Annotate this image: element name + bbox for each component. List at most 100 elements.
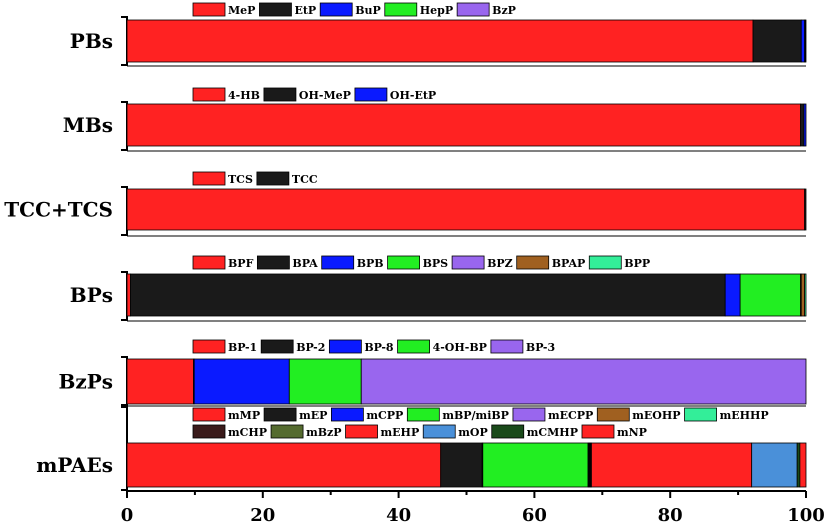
legend-label: BPAP xyxy=(552,257,586,270)
group-label: BPs xyxy=(70,283,113,307)
legend-label: mBzP xyxy=(306,426,341,439)
legend-label: 4-OH-BP xyxy=(433,341,487,354)
legend-label: BP-2 xyxy=(296,341,325,354)
legend-swatch xyxy=(490,339,524,354)
legend: TCS TCC xyxy=(192,171,318,186)
legend-swatch xyxy=(422,424,456,439)
legend-label: mCHP xyxy=(228,426,267,439)
panel-pbs: PBs MeP EtP BuP HepP BzP xyxy=(70,2,807,67)
legend-swatch xyxy=(321,255,355,270)
x-tick-label: 60 xyxy=(522,505,547,526)
bar-segment-mcmhp xyxy=(796,442,801,488)
bar-segment-bpb xyxy=(724,273,741,317)
bar-segment-oh-mep xyxy=(800,103,805,147)
x-axis: 0 20 40 60 80 100 xyxy=(121,491,825,526)
legend-swatch xyxy=(259,2,292,17)
legend-swatch xyxy=(328,339,362,354)
bar-segment-bps xyxy=(739,273,801,317)
group-label: TCC+TCS xyxy=(4,198,113,222)
legend-label: TCC xyxy=(292,173,318,186)
bar-segment-4-oh-bp xyxy=(288,358,362,405)
legend-swatch xyxy=(516,255,550,270)
panel-bzps: BzPs BP-1 BP-2 BP-8 4-OH-BP BP-3 xyxy=(58,339,807,407)
legend-swatch xyxy=(263,407,297,422)
panel-bps: BPs BPF BPA BPB BPS BPZ BPAP BPP xyxy=(70,255,807,322)
legend-label: MeP xyxy=(228,4,255,17)
legend-label: TCS xyxy=(228,173,253,186)
legend-swatch xyxy=(192,87,226,102)
legend-swatch xyxy=(270,424,304,439)
legend-swatch xyxy=(192,171,226,186)
legend-label: OH-EtP xyxy=(390,89,436,102)
bar-segment-mehp xyxy=(591,442,753,488)
legend-label: mEP xyxy=(299,409,327,422)
group-label: mPAEs xyxy=(36,453,113,477)
bar-segment-bp-1 xyxy=(126,358,194,405)
x-tick-label: 40 xyxy=(386,505,411,526)
group-label: MBs xyxy=(63,113,113,137)
legend-swatch xyxy=(397,339,430,354)
legend-swatch xyxy=(596,407,630,422)
bar-segment-mbp-mibp xyxy=(482,442,589,488)
bar-segment-4-hb xyxy=(126,103,801,147)
x-tick-label: 0 xyxy=(121,505,134,526)
legend: BP-1 BP-2 BP-8 4-OH-BP BP-3 xyxy=(192,339,555,354)
bar-segment-bpf xyxy=(126,273,131,317)
bar-segment-bp-3 xyxy=(360,358,807,405)
legend-swatch xyxy=(512,407,546,422)
legend: 4-HB OH-MeP OH-EtP xyxy=(192,87,436,102)
legend-label: HepP xyxy=(420,4,453,17)
bar-segment-mep xyxy=(126,19,754,63)
legend-label: BPZ xyxy=(487,257,513,270)
legend-label: BPB xyxy=(357,257,384,270)
bar-segment-tcc xyxy=(804,188,807,231)
legend-swatch xyxy=(387,255,420,270)
legend-label: BP-3 xyxy=(526,341,555,354)
x-tick-label: 100 xyxy=(787,505,825,526)
legend-label: mCMHP xyxy=(527,426,578,439)
legend-swatch xyxy=(588,255,622,270)
bar-segment-mop xyxy=(751,442,798,488)
legend-swatch xyxy=(263,87,297,102)
legend-swatch xyxy=(192,407,226,422)
group-label: PBs xyxy=(70,29,113,53)
legend-label: BzP xyxy=(492,4,516,17)
legend-label: mEOHP xyxy=(632,409,680,422)
legend-swatch xyxy=(256,255,290,270)
legend-label: BPS xyxy=(423,257,449,270)
legend-label: BuP xyxy=(355,4,381,17)
legend-swatch xyxy=(192,2,226,17)
legend-label: mEHP xyxy=(381,426,420,439)
legend-label: BPF xyxy=(228,257,254,270)
legend: MeP EtP BuP HepP BzP xyxy=(192,2,516,17)
legend-swatch xyxy=(260,339,294,354)
legend-swatch xyxy=(456,2,490,17)
x-tick-label: 80 xyxy=(658,505,683,526)
bar-segment-mmp xyxy=(126,442,442,488)
legend-swatch xyxy=(192,339,226,354)
legend-swatch xyxy=(684,407,717,422)
panel-tcc-tcs: TCC+TCS TCS TCC xyxy=(4,171,807,237)
bar-segment-mnp xyxy=(799,442,807,488)
legend-swatch xyxy=(491,424,525,439)
legend: BPF BPA BPB BPS BPZ BPAP BPP xyxy=(192,255,650,270)
legend-label: BPP xyxy=(624,257,650,270)
legend-swatch xyxy=(330,407,364,422)
panel-mbs: MBs 4-HB OH-MeP OH-EtP xyxy=(63,87,807,152)
legend-swatch xyxy=(354,87,388,102)
bar-segment-bp-8 xyxy=(193,358,290,405)
legend-label: 4-HB xyxy=(228,89,260,102)
legend-swatch xyxy=(192,255,226,270)
legend-label: BP-8 xyxy=(364,341,394,354)
legend-label: BPA xyxy=(292,257,318,270)
legend-swatch xyxy=(256,171,290,186)
legend-swatch xyxy=(192,424,226,439)
legend: mMP mEP mCPP mBP/miBP mECPP mEOHP mEHHP mCHP mBz… xyxy=(192,407,769,439)
legend-label: OH-MeP xyxy=(299,89,351,102)
chart-panels: PBs MeP EtP BuP HepP BzP MBs 4-HB OH-MeP OH-EtP TC… xyxy=(4,2,807,492)
bar-segment-bzp xyxy=(804,19,807,63)
bar-segment-bpp xyxy=(804,273,807,317)
legend-label: EtP xyxy=(294,4,316,17)
legend-label: mNP xyxy=(617,426,647,439)
